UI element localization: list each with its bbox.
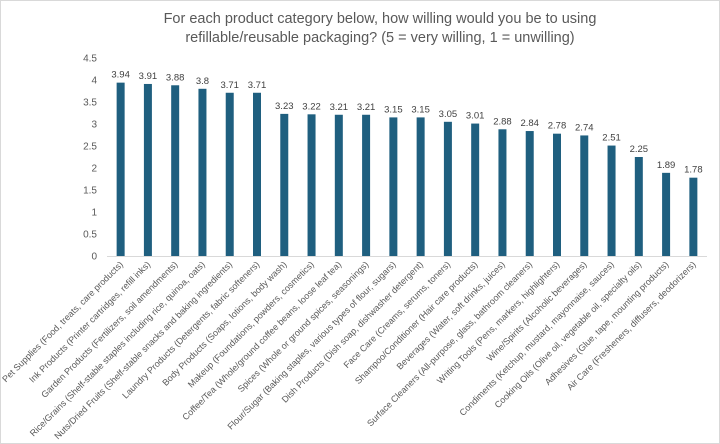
data-label: 2.74 [575, 122, 594, 133]
bar [198, 88, 207, 256]
bar [607, 145, 616, 256]
bar [443, 121, 452, 256]
bar [580, 135, 589, 256]
data-label: 3.21 [330, 102, 349, 113]
data-label: 2.84 [520, 118, 539, 129]
data-label: 3.21 [357, 102, 376, 113]
bar [553, 133, 561, 256]
data-label: 3.15 [384, 104, 403, 115]
y-tick-label: 0 [91, 252, 97, 263]
bar [389, 117, 398, 257]
bar [362, 114, 371, 256]
bar [307, 114, 316, 256]
y-tick-label: 3.5 [83, 98, 97, 109]
data-label: 3.22 [302, 101, 321, 112]
data-label: 2.78 [548, 121, 567, 132]
data-label: 3.71 [248, 80, 267, 91]
data-label: 2.88 [493, 116, 512, 127]
bar [662, 172, 671, 256]
y-tick-label: 1.5 [83, 186, 97, 197]
bar [143, 83, 152, 257]
data-label: 3.91 [139, 71, 158, 82]
x-tick-label: Wine/Spirits (Alcoholic beverages) [485, 259, 589, 363]
bar [253, 92, 261, 256]
data-label: 3.05 [439, 109, 458, 120]
bar [525, 131, 534, 256]
data-label: 3.88 [166, 72, 185, 83]
chart-title: For each product category below, how wil… [163, 11, 597, 46]
y-tick-label: 1 [91, 208, 97, 219]
data-label: 3.15 [411, 104, 430, 115]
data-label: 2.25 [630, 144, 649, 155]
y-tick-label: 2 [91, 164, 97, 175]
bar [498, 129, 507, 256]
bar [334, 114, 343, 256]
bar [225, 92, 234, 256]
data-label: 3.23 [275, 101, 294, 112]
bar [689, 177, 698, 256]
y-tick-label: 4 [91, 76, 97, 87]
data-label: 1.78 [684, 165, 703, 176]
y-tick-label: 4.5 [83, 54, 97, 65]
bar [280, 113, 289, 256]
data-label: 3.01 [466, 111, 485, 122]
bar [416, 117, 425, 257]
data-label: 3.94 [111, 70, 130, 81]
y-tick-label: 3 [91, 120, 97, 131]
x-tick-label: Makeup (Foundations, powders, cosmetics) [186, 259, 316, 389]
y-tick-label: 2.5 [83, 142, 97, 153]
data-label: 2.51 [602, 133, 621, 144]
data-label: 3.8 [196, 76, 209, 87]
x-tick-label: Air Care (Fresheners, diffusers, deodori… [565, 259, 698, 392]
bar [634, 157, 643, 256]
data-label: 3.71 [220, 80, 239, 91]
bar [471, 123, 480, 256]
x-tick-label: Nuts/Dried Fruits (Shelf-stable snacks a… [52, 259, 234, 441]
bar [171, 85, 180, 256]
y-tick-label: 0.5 [83, 230, 97, 241]
data-label: 1.89 [657, 160, 676, 171]
bar [116, 82, 125, 256]
